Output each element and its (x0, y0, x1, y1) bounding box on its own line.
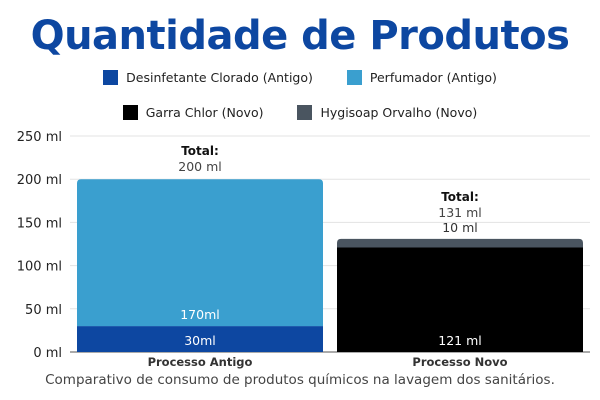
legend-label-garra: Garra Chlor (Novo) (145, 105, 264, 120)
legend-label-hygisoap: Hygisoap Orvalho (Novo) (320, 105, 478, 120)
total-label: Total: (441, 190, 479, 204)
x-tick-label: Processo Novo (412, 355, 507, 369)
legend-row-1: Desinfetante Clorado (Antigo) Perfumador… (0, 70, 600, 85)
chart-title: Quantidade de Produtos (30, 13, 570, 59)
legend-item-desinfetante: Desinfetante Clorado (Antigo) (103, 70, 313, 85)
bar-segment (77, 179, 323, 327)
y-tick-label: 0 ml (33, 346, 62, 361)
data-label: 30ml (184, 333, 216, 348)
data-label: 121 ml (438, 333, 481, 348)
chart-caption: Comparativo de consumo de produtos quími… (45, 372, 555, 388)
bar-segment (337, 238, 583, 248)
bar-segment (77, 326, 323, 352)
legend-row-2: Garra Chlor (Novo) Hygisoap Orvalho (Nov… (0, 105, 600, 120)
x-tick-label: Processo Antigo (148, 355, 253, 369)
legend-item-garra: Garra Chlor (Novo) (122, 105, 264, 120)
data-label: 170ml (180, 307, 220, 322)
legend-swatch-perfumador (346, 70, 362, 85)
y-tick-label: 150 ml (17, 216, 62, 231)
y-tick-label: 100 ml (17, 260, 62, 275)
legend-item-hygisoap: Hygisoap Orvalho (Novo) (297, 105, 477, 120)
total-label: Total: (181, 144, 219, 158)
legend-swatch-hygisoap (297, 105, 313, 120)
legend-item-perfumador: Perfumador (Antigo) (346, 70, 497, 85)
total-value: 200 ml (178, 159, 221, 174)
bar-segment (337, 247, 583, 352)
y-tick-label: 250 ml (17, 130, 62, 145)
legend-swatch-desinfetante (103, 70, 119, 85)
y-tick-label: 50 ml (25, 303, 62, 318)
legend-label-perfumador: Perfumador (Antigo) (369, 70, 497, 85)
y-tick-label: 200 ml (17, 173, 62, 188)
legend-swatch-garra (122, 105, 138, 120)
total-value: 131 ml (438, 205, 481, 220)
data-label: 10 ml (442, 220, 478, 235)
legend-label-desinfetante: Desinfetante Clorado (Antigo) (126, 70, 313, 85)
